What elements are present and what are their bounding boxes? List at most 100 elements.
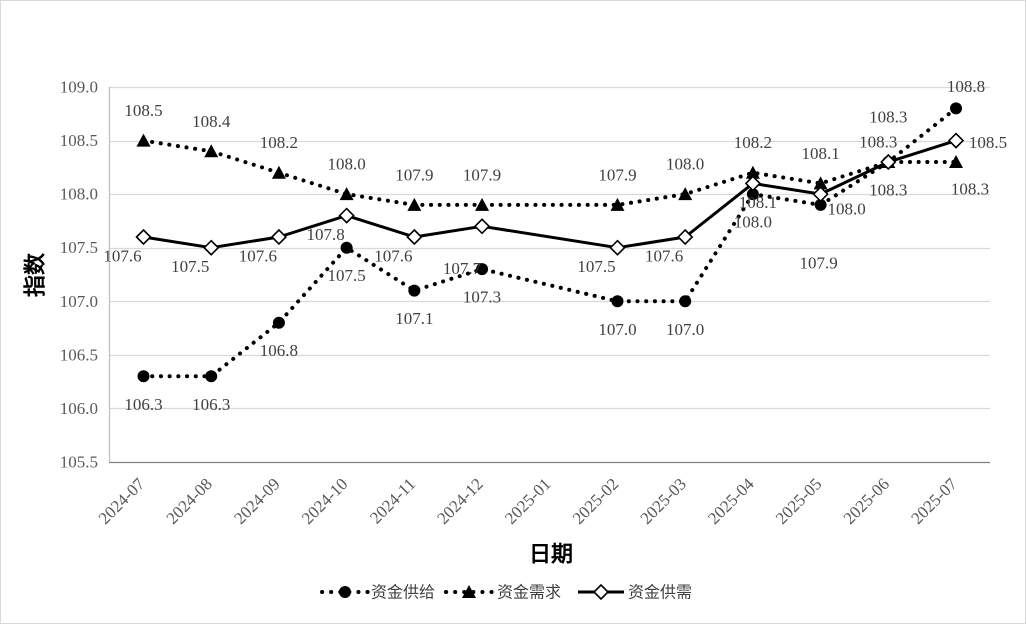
supply-data-label: 107.5 <box>328 266 366 285</box>
supply-point <box>272 316 285 329</box>
demand-point <box>610 197 625 211</box>
supply-data-label: 107.3 <box>463 288 501 307</box>
supply-data-label: 107.9 <box>799 253 837 272</box>
supply-demand-data-label: 107.6 <box>103 247 141 266</box>
supply-data-label: 107.0 <box>666 320 704 339</box>
supply-point <box>476 263 489 276</box>
demand-point <box>678 187 693 201</box>
demand-data-label: 108.2 <box>734 133 772 152</box>
supply-series-line <box>141 106 958 379</box>
demand-data-label: 108.0 <box>328 155 366 174</box>
supply-demand-data-label: 107.5 <box>171 257 209 276</box>
supply-demand-point <box>880 153 897 171</box>
demand-data-label: 108.4 <box>192 112 231 131</box>
supply-data-label: 107.1 <box>395 309 433 328</box>
supply-demand-point <box>744 175 762 192</box>
supply-point <box>137 370 150 383</box>
supply-demand-data-label: 108.5 <box>969 133 1007 152</box>
supply-demand-data-label: 108.0 <box>827 200 865 219</box>
supply-data-label: 106.3 <box>192 395 230 414</box>
demand-point <box>813 176 828 190</box>
supply-point <box>340 241 353 254</box>
demand-point <box>407 197 422 211</box>
y-tick-label: 105.5 <box>60 453 98 472</box>
supply-demand-point <box>135 228 152 246</box>
supply-demand-data-label: 107.6 <box>239 247 277 266</box>
legend-item-supply-demand: 资金供需 <box>578 583 692 602</box>
supply-data-label: 106.8 <box>260 341 298 360</box>
supply-point <box>611 295 624 308</box>
supply-demand-data-label: 107.6 <box>374 247 412 266</box>
supply-data-label: 107.0 <box>598 320 636 339</box>
supply-point <box>679 295 692 308</box>
legend-diamond-marker <box>592 583 610 601</box>
supply-demand-point <box>947 132 965 149</box>
supply-demand-data-label: 108.1 <box>739 193 777 212</box>
supply-demand-point <box>338 207 355 224</box>
y-tick-label: 106.5 <box>60 345 98 364</box>
supply-point <box>950 102 963 115</box>
supply-demand-point <box>406 228 423 246</box>
plot-series <box>135 102 965 383</box>
supply-point <box>205 370 218 383</box>
supply-demand-data-label: 107.6 <box>645 247 683 266</box>
supply-demand-point <box>473 218 491 235</box>
x-axis-title: 日期 <box>529 543 573 568</box>
y-tick-label: 108.5 <box>60 131 98 150</box>
demand-point <box>339 187 354 201</box>
legend-label-demand: 资金需求 <box>497 583 561 602</box>
legend-label-supply: 资金供给 <box>371 583 435 602</box>
demand-point <box>745 165 760 179</box>
supply-point <box>814 198 827 211</box>
gridlines <box>108 86 990 464</box>
legend-item-demand: 资金需求 <box>444 583 561 602</box>
supply-demand-point <box>812 186 829 203</box>
y-tick-label: 107.0 <box>60 292 98 311</box>
demand-data-label: 107.9 <box>463 165 501 184</box>
legend-triangle-marker <box>462 585 476 598</box>
supply-point <box>408 284 421 297</box>
demand-data-label: 108.2 <box>260 133 298 152</box>
demand-data-label: 107.9 <box>395 165 433 184</box>
demand-point <box>475 197 490 211</box>
supply-demand-data-label: 107.8 <box>307 225 345 244</box>
supply-demand-data-label: 107.7 <box>443 259 482 278</box>
y-tick-label: 107.5 <box>60 238 98 257</box>
supply-demand-point <box>609 239 626 256</box>
supply-demand-point <box>203 239 220 256</box>
demand-point <box>204 144 219 158</box>
supply-demand-series-line <box>142 139 958 250</box>
y-axis-title: 指数 <box>23 252 49 297</box>
supply-data-label: 108.0 <box>734 213 772 232</box>
supply-data-label: 108.3 <box>869 181 907 200</box>
data-labels: 106.3 106.3 106.8 107.5 107.1 107.3 107.0 107.0… <box>103 77 1007 414</box>
demand-data-label: 108.3 <box>951 180 989 199</box>
demand-point <box>136 133 151 147</box>
y-tick-label: 109.0 <box>60 78 98 97</box>
supply-demand-data-label: 108.3 <box>869 108 907 127</box>
demand-point <box>271 165 286 179</box>
supply-demand-point <box>677 228 694 246</box>
legend: 资金供给 资金需求 资金供需 <box>320 583 692 602</box>
supply-demand-series <box>135 132 965 256</box>
legend-circle-marker <box>339 586 351 598</box>
demand-data-label: 108.0 <box>666 155 704 174</box>
y-tick-label: 108.0 <box>60 185 98 204</box>
supply-data-label: 108.8 <box>947 77 985 96</box>
supply-point <box>746 188 759 201</box>
demand-data-label: 108.5 <box>124 101 162 120</box>
demand-point <box>949 155 964 168</box>
y-tick-label: 106.0 <box>60 399 98 418</box>
demand-data-label: 107.9 <box>598 165 636 184</box>
y-axis: 105.5 106.0 106.5 107.0 107.5 108.0 108.5 109.0 <box>60 78 98 472</box>
supply-data-label: 106.3 <box>124 395 162 414</box>
supply-demand-point <box>270 228 288 246</box>
demand-data-label: 108.1 <box>801 144 839 163</box>
demand-data-label: 108.3 <box>859 133 897 152</box>
legend-label-supply-demand: 资金供需 <box>628 583 692 602</box>
supply-demand-data-label: 107.5 <box>577 257 615 276</box>
legend-item-supply: 资金供给 <box>320 583 435 602</box>
